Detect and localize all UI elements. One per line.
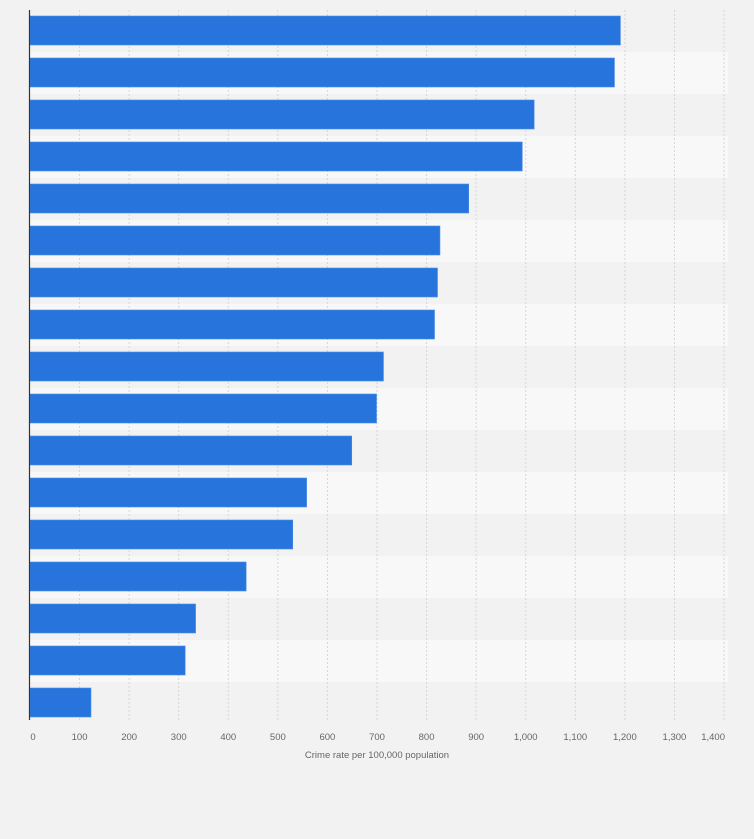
bar[interactable] (29, 519, 294, 550)
bar[interactable] (29, 57, 615, 88)
bar[interactable] (29, 183, 470, 214)
bar[interactable] (29, 15, 621, 46)
x-axis-title: Crime rate per 100,000 population (305, 750, 449, 761)
x-tick-label: 700 (369, 732, 385, 743)
bar[interactable] (29, 393, 377, 424)
bar[interactable] (29, 141, 523, 172)
bar[interactable] (29, 351, 384, 382)
x-tick-label: 400 (220, 732, 236, 743)
bar[interactable] (29, 603, 196, 634)
row-band (30, 682, 728, 724)
bar[interactable] (29, 99, 535, 130)
bar[interactable] (29, 645, 186, 676)
x-tick-label: 600 (319, 732, 335, 743)
x-tick-label: 0 (30, 732, 35, 743)
x-tick-label: 200 (121, 732, 137, 743)
bar[interactable] (29, 435, 353, 466)
bar[interactable] (29, 687, 92, 718)
x-tick-label: 300 (171, 732, 187, 743)
bar[interactable] (29, 477, 307, 508)
x-tick-label: 1,300 (663, 732, 687, 743)
x-tick-label: 100 (72, 732, 88, 743)
bar[interactable] (29, 225, 441, 256)
x-axis-ticks: 0 100 200 300 400 500 600 700 800 900 1,000 1,100 1,… (30, 732, 725, 743)
x-tick-label: 500 (270, 732, 286, 743)
x-tick-label: 900 (468, 732, 484, 743)
x-tick-label: 1,400 (701, 732, 725, 743)
x-tick-label: 1,100 (563, 732, 587, 743)
bar[interactable] (29, 561, 247, 592)
bars (29, 15, 621, 718)
bar[interactable] (29, 309, 435, 340)
x-tick-label: 800 (419, 732, 435, 743)
x-tick-label: 1,200 (613, 732, 637, 743)
x-tick-label: 1,000 (514, 732, 538, 743)
bar[interactable] (29, 267, 438, 298)
